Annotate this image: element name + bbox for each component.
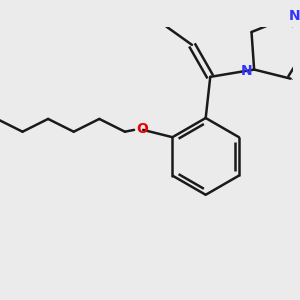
Text: O: O <box>136 122 148 136</box>
Text: N: N <box>289 9 300 23</box>
Text: N: N <box>241 64 253 78</box>
